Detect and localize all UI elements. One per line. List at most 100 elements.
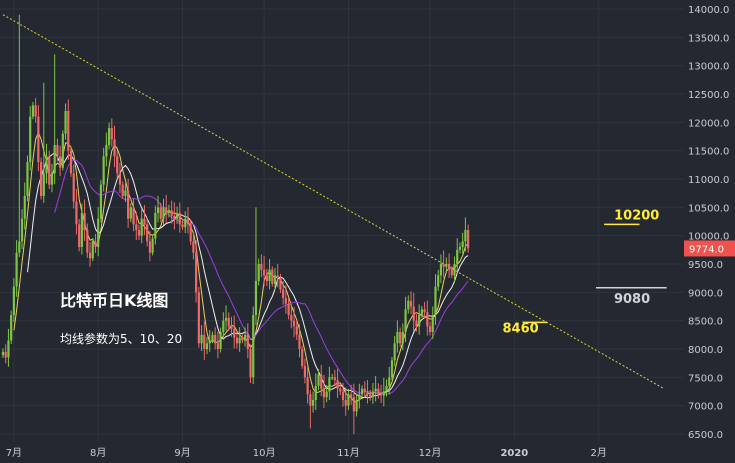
candle-body [205,343,209,349]
candle-body [214,334,217,344]
candle-body [56,145,59,157]
level-label-10200: 10200 [614,208,659,223]
candle-body [439,264,443,276]
candle-body [445,264,448,267]
candle-body [173,215,176,219]
candle-body [279,278,282,290]
candle-body [352,397,355,412]
candle-body [34,105,37,117]
y-tick-label: 6500.0 [688,430,723,441]
candle-body [99,184,103,219]
candle-body [246,334,249,349]
candle-body [282,289,285,298]
candle-body [48,156,51,185]
candle-body [7,340,10,358]
candle-body [88,252,92,259]
candle-body [320,374,323,389]
candle-body [371,391,375,398]
candle-body [129,207,132,219]
candle-body [306,377,309,395]
trendline-layer [2,14,665,390]
candle-body [132,207,135,225]
candle-body [72,173,75,202]
candle-body [412,306,415,321]
candle-body [409,300,413,307]
x-tick-label: 2020 [500,448,528,459]
candle-body [257,264,260,281]
candle-body [37,116,40,162]
candle-body [208,340,211,344]
candle-body [167,210,171,213]
levels-layer: 10200 9080 8460 [503,208,667,336]
x-tick-label: 7月 [6,447,22,459]
candle-body [67,111,70,151]
candle-body [249,349,252,378]
candle-body [29,116,32,162]
candle-body [404,309,407,332]
candle-body [339,388,342,392]
x-tick-label: 11月 [337,447,360,459]
candle-body [78,224,81,247]
candle-body [107,128,111,145]
candle-body [230,326,233,330]
candle-body [260,264,263,270]
candle-body [165,207,168,213]
candle-body [273,275,277,284]
candle-body [224,317,228,321]
candle-body [243,334,247,341]
candle-body [53,145,56,174]
candle-body [420,309,423,315]
x-tick-label: 9月 [174,447,190,459]
candle-body [192,241,195,253]
candle-body [418,315,421,327]
candle-body [10,315,13,341]
candle-body [189,224,192,242]
y-tick-label: 7000.0 [688,402,723,413]
candle-body [113,139,116,157]
candle-body [15,252,18,287]
candle-body [252,315,255,378]
candle-body [271,269,274,284]
candle-body [415,320,418,327]
candle-body [303,366,307,378]
candle-body [75,201,78,225]
candle-body [45,156,48,174]
candle-body [390,360,394,378]
candle-body [292,320,296,327]
descending-trendline [2,14,665,390]
candle-body [374,388,377,392]
candle-body [363,388,366,392]
candle-body [219,332,222,349]
candle-body [162,207,165,219]
candle-body [94,241,97,247]
y-tick-label: 11500.0 [688,147,729,158]
candle-body [467,230,470,249]
last-price-label: 9774.0 [689,244,724,255]
candle-body [116,156,119,174]
candle-body [1,351,5,356]
y-tick-label: 11000.0 [688,175,729,186]
y-tick-label: 12500.0 [688,90,729,101]
y-tick-label: 7500.0 [688,373,723,384]
candle-body [290,315,293,321]
candle-body [197,292,200,344]
candle-body [322,388,326,398]
candle-body [23,196,26,219]
candle-body [148,241,151,253]
candle-body [358,394,361,400]
candle-body [178,213,181,225]
candle-body [314,385,317,400]
candle-body [350,394,353,398]
candle-body [295,326,298,335]
x-tick-label: 2月 [590,447,606,459]
candle-body [447,264,451,270]
candle-body [241,337,244,341]
candle-body [407,300,410,310]
candle-body [181,224,184,228]
candle-body [186,218,190,225]
x-tick-label: 12月 [419,447,442,459]
candle-body [298,334,301,349]
candle-body [121,184,124,196]
candle-body [222,320,225,332]
